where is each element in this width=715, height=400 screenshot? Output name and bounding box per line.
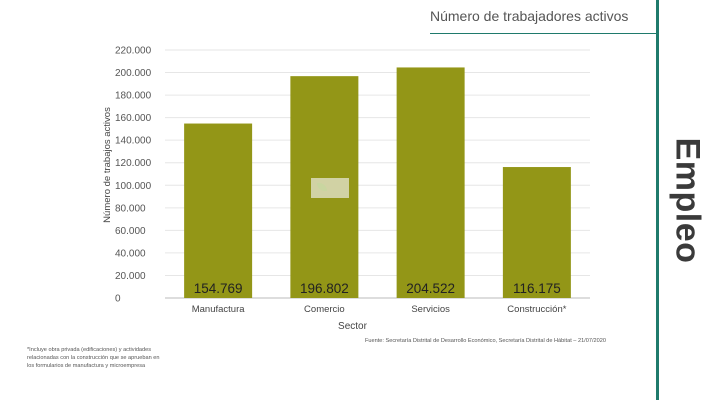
y-tick-label: 120.000 [115, 158, 152, 169]
x-axis-title: Sector [338, 321, 368, 332]
data-label: 154.769 [194, 281, 243, 296]
data-label: 196.802 [300, 281, 349, 296]
data-label: 204.522 [406, 281, 455, 296]
y-tick-label: 20.000 [115, 271, 146, 282]
accent-border [656, 0, 659, 400]
x-tick-label: Construcción* [507, 304, 566, 315]
section-label: Empleo [658, 0, 715, 400]
y-tick-label: 60.000 [115, 226, 146, 237]
leaf-icon [317, 183, 327, 191]
bar [502, 167, 571, 298]
x-tick-label: Comercio [304, 304, 345, 315]
bar [184, 123, 253, 298]
y-axis-title: Número de trabajos activos [102, 107, 113, 223]
chart-title: Número de trabajadores activos [430, 8, 629, 24]
data-label: 116.175 [513, 281, 561, 296]
title-underline [430, 33, 656, 34]
bar [396, 67, 465, 298]
y-tick-label: 180.000 [115, 91, 152, 102]
section-label-text: Empleo [668, 137, 706, 263]
y-tick-label: 0 [115, 294, 121, 305]
source-note: Fuente: Secretaría Distrital de Desarrol… [365, 338, 606, 344]
y-tick-label: 80.000 [115, 203, 146, 214]
y-tick-label: 100.000 [115, 181, 152, 192]
y-tick-label: 220.000 [115, 46, 152, 57]
y-tick-label: 160.000 [115, 113, 152, 124]
footnote: *Incluye obra privada (edificaciones) y … [27, 347, 160, 370]
y-tick-label: 140.000 [115, 136, 152, 147]
y-tick-label: 200.000 [115, 68, 152, 79]
x-tick-label: Manufactura [192, 304, 246, 315]
bar-chart: 0 20.000 40.000 60.000 80.000 100.000 120.000 1… [102, 46, 590, 332]
y-tick-label: 40.000 [115, 248, 146, 259]
watermark-logo [311, 178, 349, 198]
x-tick-label: Servicios [411, 304, 450, 315]
